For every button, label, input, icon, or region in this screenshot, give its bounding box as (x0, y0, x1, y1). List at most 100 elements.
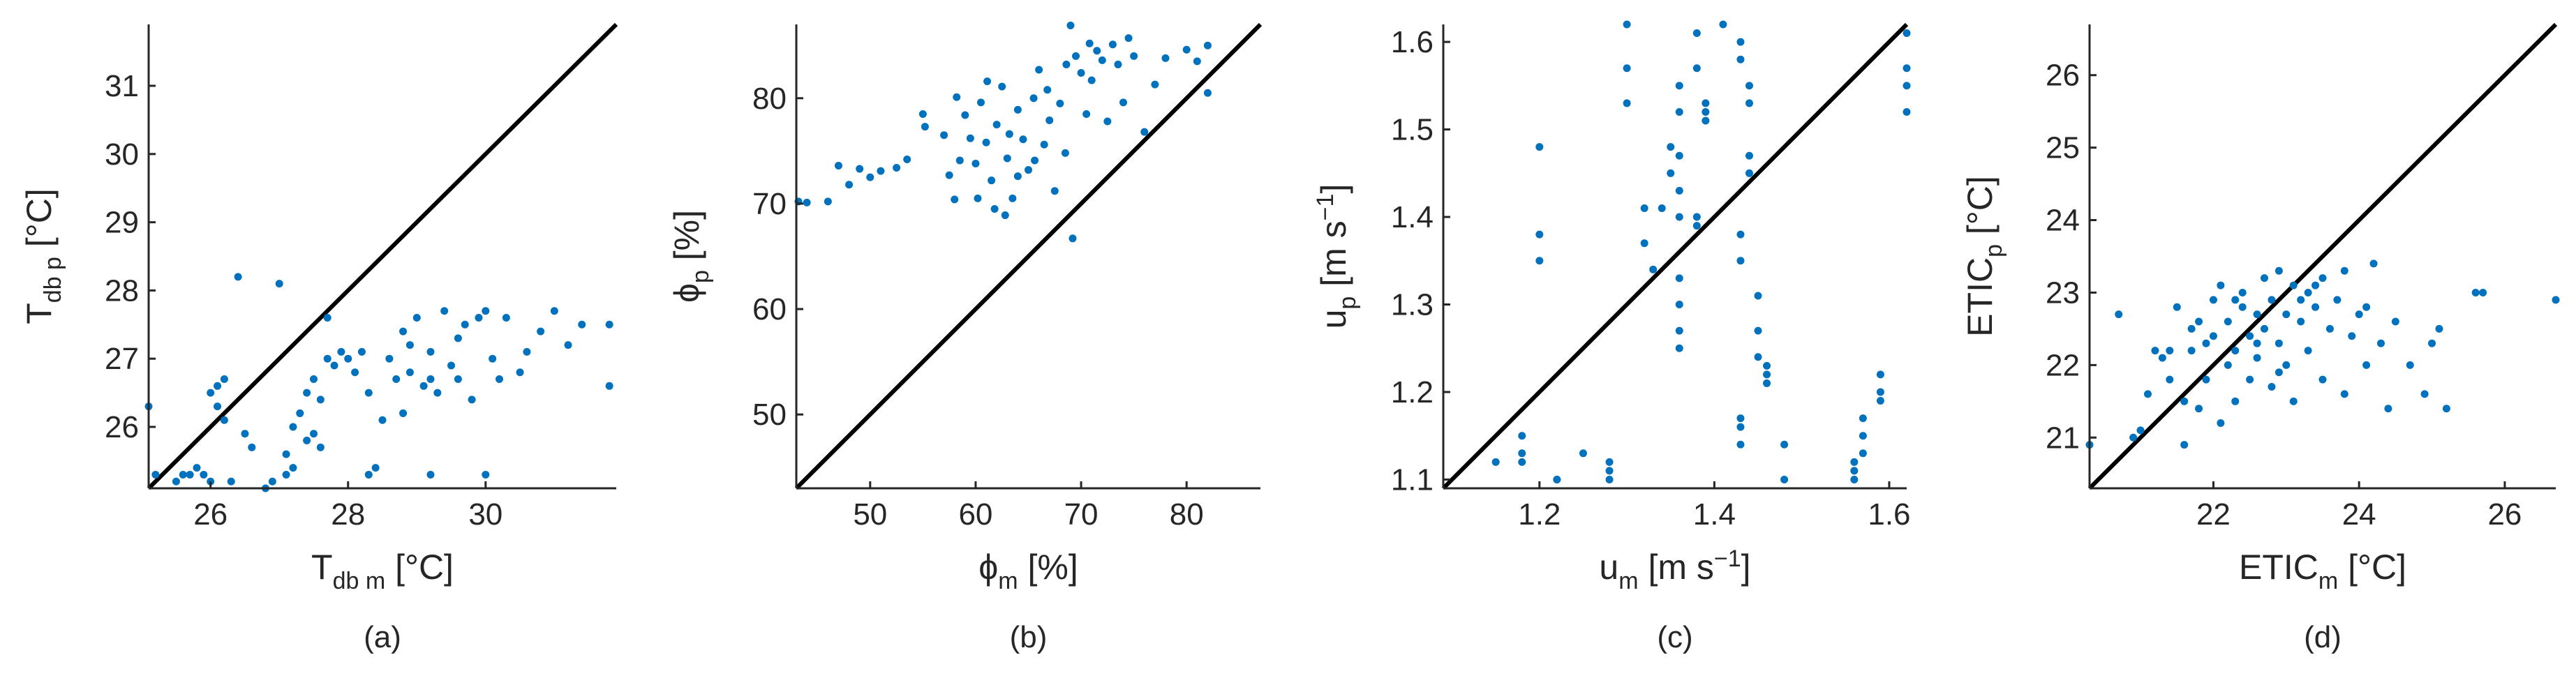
data-point (2552, 296, 2560, 304)
data-point (1553, 475, 1561, 483)
data-point (1087, 76, 1096, 84)
data-point (1675, 107, 1683, 116)
data-point (951, 195, 959, 204)
data-point (1850, 475, 1859, 483)
data-point (990, 204, 999, 213)
data-point (1640, 204, 1648, 212)
data-point (1008, 194, 1017, 202)
data-point (440, 307, 449, 315)
data-point (1108, 40, 1117, 49)
data-point (2195, 405, 2203, 413)
data-point (578, 320, 586, 329)
data-point (1850, 458, 1859, 466)
data-point (893, 164, 901, 172)
data-point (1745, 82, 1753, 90)
data-point (364, 389, 373, 397)
data-point (537, 327, 545, 336)
data-point (371, 464, 380, 472)
data-point (2224, 361, 2232, 369)
data-point (961, 111, 969, 119)
y-tick-label: 50 (752, 398, 787, 432)
data-point (2420, 390, 2429, 398)
data-point (1050, 187, 1059, 195)
data-point (2479, 288, 2487, 296)
data-point (2187, 324, 2196, 333)
data-point (2209, 332, 2217, 340)
data-point (1056, 99, 1064, 107)
data-point (971, 160, 980, 167)
y-tick-label: 29 (105, 206, 139, 240)
data-point (323, 354, 332, 363)
x-tick-label: 50 (853, 497, 887, 532)
data-point (303, 389, 311, 397)
data-point (824, 197, 832, 206)
data-point (1745, 99, 1753, 107)
data-point (337, 347, 345, 356)
data-point (2311, 303, 2320, 311)
x-tick-label: 1.2 (1518, 497, 1561, 532)
data-point (344, 354, 352, 363)
data-point (1518, 449, 1526, 458)
data-point (2275, 368, 2283, 377)
data-point (1859, 449, 1867, 458)
data-point (2253, 339, 2261, 347)
data-point (392, 375, 401, 384)
panel-caption: (a) (364, 620, 401, 654)
data-point (309, 430, 318, 438)
data-point (2217, 419, 2225, 427)
x-tick-label: 1.4 (1693, 497, 1736, 532)
data-point (1605, 458, 1614, 466)
data-point (955, 156, 964, 165)
y-axis-label: Tdb p [°C] (20, 188, 66, 324)
data-point (248, 443, 256, 451)
data-point (412, 314, 421, 322)
data-point (1535, 143, 1544, 151)
y-axis-label: up [m s−1] (1312, 184, 1361, 329)
data-point (179, 470, 187, 479)
data-point (309, 375, 318, 384)
y-tick-label: 28 (105, 273, 139, 308)
data-point (151, 470, 160, 479)
data-point (220, 375, 228, 384)
data-point (1140, 128, 1149, 136)
data-point (2231, 397, 2240, 405)
x-tick-label: 1.6 (1868, 497, 1910, 532)
data-point (475, 314, 483, 322)
data-point (1763, 370, 1771, 379)
data-point (316, 396, 325, 404)
panel-caption: (c) (1657, 620, 1692, 654)
data-point (2348, 332, 2356, 340)
data-point (1736, 440, 1745, 449)
data-point (433, 389, 442, 397)
data-point (1692, 222, 1701, 230)
y-tick-label: 1.5 (1391, 113, 1434, 147)
data-point (1605, 475, 1614, 483)
data-point (2377, 339, 2385, 347)
data-point (918, 110, 927, 118)
x-tick-label: 28 (331, 497, 365, 532)
data-point (1085, 39, 1094, 47)
data-point (405, 368, 414, 377)
data-point (289, 464, 297, 472)
x-tick-label: 26 (193, 497, 228, 532)
data-point (1745, 169, 1753, 177)
data-point (1692, 213, 1701, 221)
data-point (2144, 390, 2152, 398)
data-point (2282, 310, 2291, 319)
data-point (1736, 414, 1745, 423)
y-tick-label: 70 (752, 187, 787, 221)
data-point (1850, 467, 1859, 475)
data-point (1061, 149, 1069, 157)
data-point (330, 361, 338, 370)
data-point (2275, 339, 2283, 347)
data-point (1640, 239, 1648, 248)
data-point (2275, 266, 2283, 275)
data-point (1066, 22, 1075, 30)
data-point (1763, 379, 1771, 387)
data-point (282, 470, 290, 479)
data-point (1702, 99, 1710, 107)
data-point (2442, 405, 2450, 413)
data-point (1072, 52, 1080, 60)
x-axis-label: Tdb m [°C] (311, 548, 454, 594)
